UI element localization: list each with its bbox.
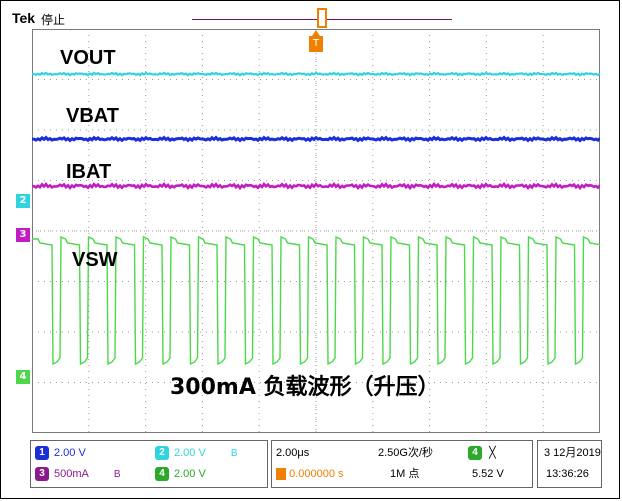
trigger-slope-icon: ╳ xyxy=(489,447,496,459)
timebase-readouts: 2.00μs 2.50G次/秒 0.000000 s 1M 点 4 ╳ 5.52… xyxy=(271,440,533,488)
ch3-scale: 500mA xyxy=(54,468,89,481)
record-length: 1M 点 xyxy=(390,468,420,480)
channel2-ground-marker[interactable]: 2 xyxy=(16,194,30,208)
ch2-readout[interactable]: 2 2.00 V B xyxy=(155,444,238,462)
label-vout: VOUT xyxy=(60,47,116,69)
trigger-source[interactable]: 4 ╳ xyxy=(468,444,496,462)
ch3-readout[interactable]: 3 500mA B xyxy=(35,465,121,483)
trigger-position-indicator xyxy=(317,8,327,28)
trigger-channel-badge: 4 xyxy=(468,446,482,461)
channel-readouts: 1 2.00 V 2 2.00 V B 3 500mA B 4 2.00 V xyxy=(30,440,268,488)
label-ibat: IBAT xyxy=(66,161,112,183)
figure-caption: 300mA 负载波形（升压） xyxy=(170,375,440,400)
ch3-bandwidth-icon: B xyxy=(113,469,121,480)
trigger-icon xyxy=(276,468,286,481)
trace-vsw xyxy=(32,235,600,366)
ch4-scale: 2.00 V xyxy=(174,468,206,481)
top-status-bar: Tek 停止 xyxy=(12,8,610,30)
graticule xyxy=(32,29,600,433)
ch2-bandwidth-icon: B xyxy=(230,448,238,459)
sample-rate: 2.50G次/秒 xyxy=(378,447,434,459)
channel3-ground-marker[interactable]: 3 xyxy=(16,228,30,242)
brand-logo: Tek xyxy=(12,10,36,26)
readout-area: 1 2.00 V 2 2.00 V B 3 500mA B 4 2.00 V 2.00μ… xyxy=(30,440,602,488)
trace-vout xyxy=(32,71,600,77)
date-display: 3 12月2019 xyxy=(544,447,601,459)
trigger-level: 5.52 V xyxy=(472,468,504,480)
label-vbat: VBAT xyxy=(66,105,119,127)
ch2-scale: 2.00 V xyxy=(174,447,206,460)
time-per-div[interactable]: 2.00μs xyxy=(276,447,310,459)
trigger-time-marker[interactable]: T xyxy=(309,30,323,52)
trigger-delay-value: 0.000000 s xyxy=(289,468,344,480)
ch1-readout[interactable]: 1 2.00 V xyxy=(35,444,86,462)
ch3-badge: 3 xyxy=(35,467,49,482)
channel4-ground-marker[interactable]: 4 xyxy=(16,370,30,384)
ch4-badge: 4 xyxy=(155,467,169,482)
datetime-panel: 3 12月2019 13:36:26 xyxy=(537,440,602,488)
ch4-readout[interactable]: 4 2.00 V xyxy=(155,465,206,483)
ch1-scale: 2.00 V xyxy=(54,447,86,460)
trace-ibat xyxy=(32,181,600,191)
ch1-badge: 1 xyxy=(35,446,49,461)
trigger-delay-readout[interactable]: 0.000000 s xyxy=(276,465,344,483)
graticule-border xyxy=(32,29,600,433)
ch2-badge: 2 xyxy=(155,446,169,461)
label-vsw: VSW xyxy=(72,249,118,271)
trace-vbat xyxy=(32,135,600,143)
waveform-display: VOUT VBAT IBAT VSW 300mA 负载波形（升压） xyxy=(32,29,600,433)
time-display: 13:36:26 xyxy=(546,468,589,480)
acquisition-status: 停止 xyxy=(41,13,66,27)
